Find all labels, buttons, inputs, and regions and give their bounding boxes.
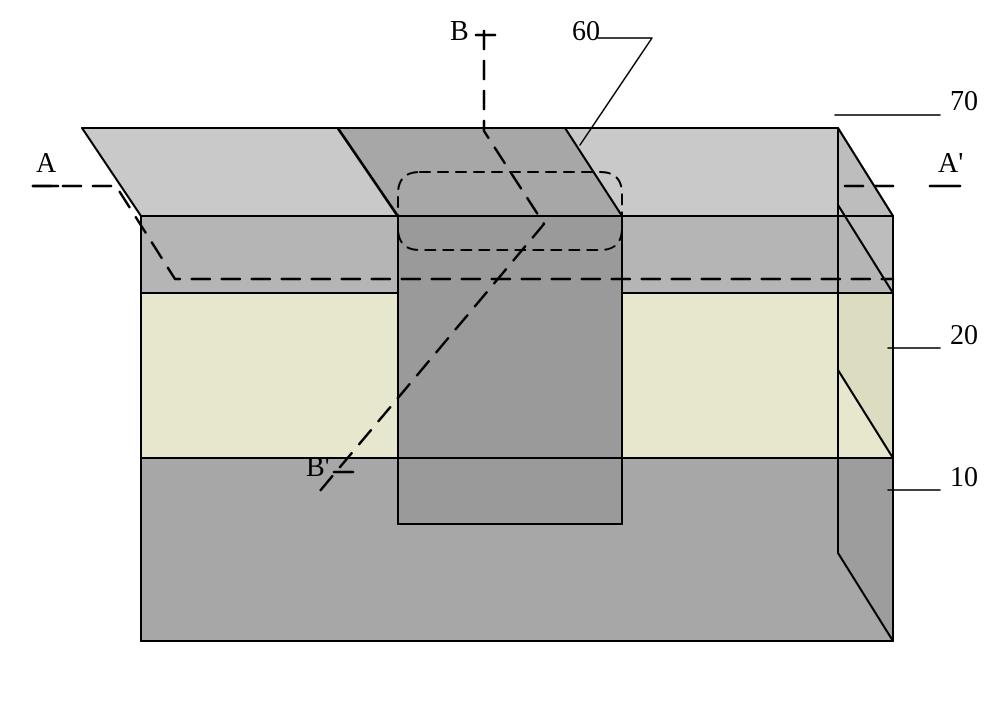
callout-20: 20 — [950, 320, 978, 352]
callout-10: 10 — [950, 462, 978, 494]
label-A-prime: A' — [938, 148, 963, 180]
callout-60: 60 — [572, 16, 600, 48]
label-A: A — [36, 148, 56, 180]
callout-70: 70 — [950, 86, 978, 118]
label-B-prime: B' — [306, 452, 330, 484]
diagram-svg — [0, 0, 1000, 711]
label-B: B — [450, 16, 469, 48]
diagram-stage: { "canvas": {"width":1000,"height":711,"… — [0, 0, 1000, 711]
